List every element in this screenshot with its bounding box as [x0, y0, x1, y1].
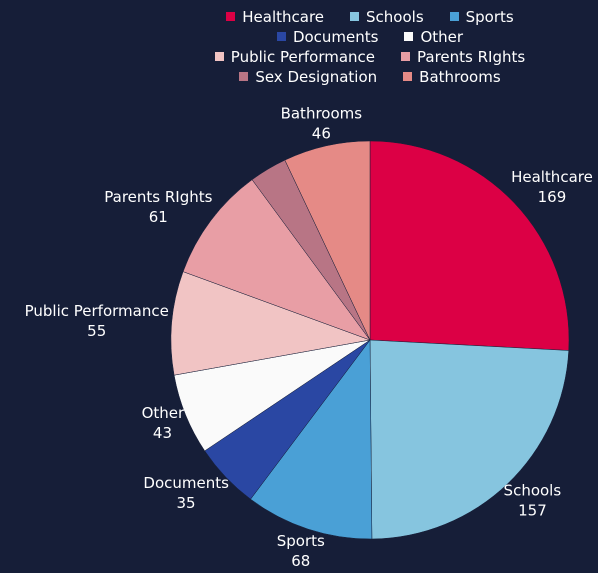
legend-item[interactable]: Documents [276, 27, 379, 46]
legend-label: Schools [366, 7, 424, 26]
legend-swatch [239, 72, 249, 81]
legend-item[interactable]: Public Performance [214, 47, 376, 66]
legend-label: Healthcare [242, 7, 325, 26]
legend-item[interactable]: Parents RIghts [401, 47, 525, 66]
legend-item[interactable]: Bathrooms [403, 67, 501, 86]
slice-label: Sports [277, 532, 325, 550]
legend-item[interactable]: Healthcare [226, 7, 324, 26]
legend: Healthcare Schools Sports Documents Other Pub… [200, 7, 540, 86]
legend-label: Documents [292, 27, 379, 46]
legend-label: Bathrooms [419, 67, 501, 86]
pie-slice [182, 179, 371, 341]
legend-label: Sex Designation [255, 67, 378, 86]
legend-swatch [403, 72, 413, 81]
slice-value: 46 [312, 124, 331, 142]
legend-swatch [404, 32, 414, 41]
legend-swatch [214, 52, 224, 61]
slice-label: Documents [143, 474, 229, 492]
legend-item[interactable]: Sports [449, 7, 514, 26]
legend-item[interactable]: Schools [350, 7, 424, 26]
legend-label: Public Performance [230, 47, 376, 66]
slice-value: 61 [149, 208, 168, 226]
legend-swatch [449, 12, 459, 21]
slice-label: Other [142, 404, 185, 422]
legend-label: Sports [465, 7, 514, 26]
slice-value: 157 [518, 501, 547, 519]
slice-label: Bathrooms [281, 104, 363, 122]
slice-label: Public Performance [25, 302, 169, 320]
legend-item[interactable]: Other [404, 27, 463, 46]
pie-slice [284, 140, 371, 341]
slice-label: Healthcare [511, 168, 593, 186]
slice-label: Schools [504, 481, 562, 499]
slice-value: 169 [538, 188, 567, 206]
slice-value: 43 [153, 424, 172, 442]
slice-label: Parents RIghts [104, 188, 212, 206]
slice-value: 35 [177, 494, 196, 512]
legend-swatch [276, 32, 286, 41]
pie-slice [369, 339, 569, 540]
legend-item[interactable]: Sex Designation [239, 67, 377, 86]
legend-swatch [401, 52, 411, 61]
pie-slice [250, 339, 373, 540]
pie-slice [369, 140, 570, 351]
slice-value: 68 [291, 552, 310, 570]
legend-swatch [350, 12, 360, 21]
legend-label: Other [420, 27, 464, 46]
legend-label: Parents RIghts [417, 47, 526, 66]
slice-value: 55 [87, 322, 106, 340]
legend-swatch [226, 12, 236, 21]
pie-slice [170, 271, 371, 376]
